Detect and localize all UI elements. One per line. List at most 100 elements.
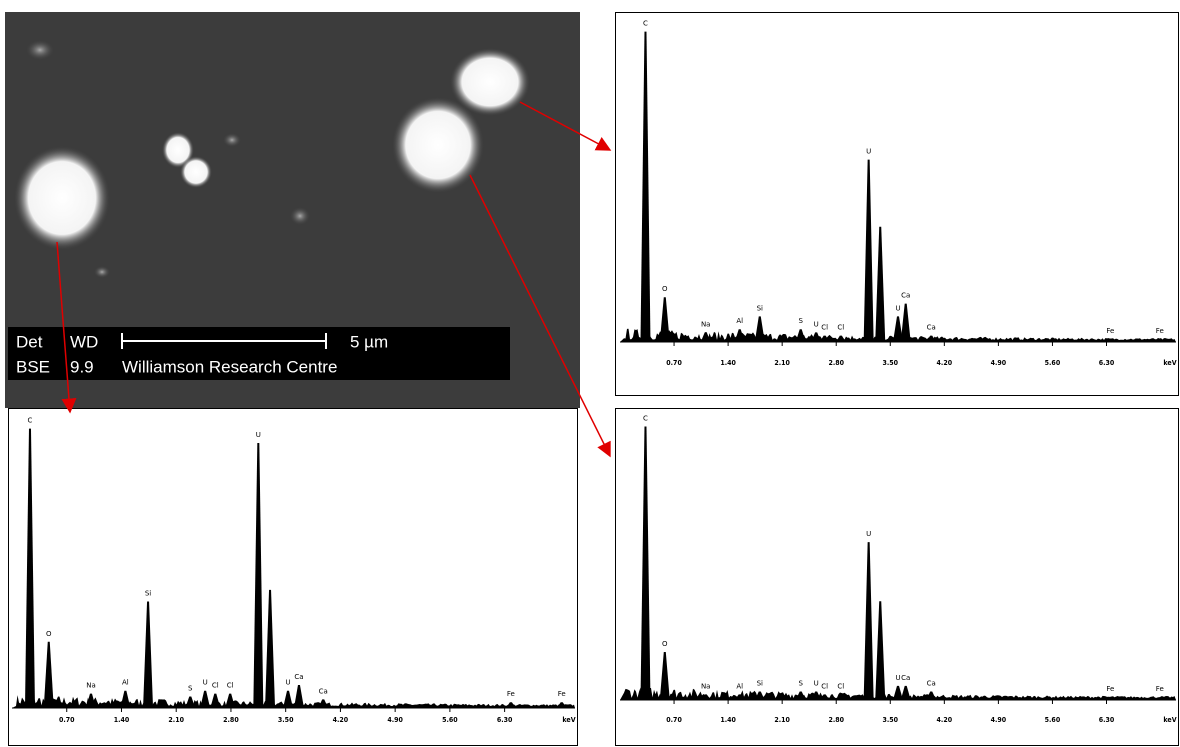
x-tick-label: 2.10: [774, 359, 790, 367]
peak-label: O: [662, 640, 668, 648]
peak-label: Al: [122, 679, 129, 687]
peak: [819, 335, 830, 342]
x-tick-label: 0.70: [666, 359, 682, 367]
peak-label: Cl: [837, 682, 844, 690]
x-tick-label: 0.70: [59, 716, 75, 724]
peak: [926, 335, 937, 342]
peak-label: Si: [757, 680, 763, 688]
peak: [505, 702, 516, 708]
peak: [811, 332, 822, 342]
peak: [283, 690, 294, 708]
peak: [811, 691, 822, 700]
peak-label: C: [643, 414, 648, 422]
peak: [875, 601, 886, 700]
sem-image: Det WD 5 µm BSE 9.9 Williamson Research …: [5, 12, 580, 408]
peak-label: S: [798, 680, 803, 688]
peak-label: Si: [757, 304, 763, 312]
peak-label: O: [662, 285, 668, 293]
sem-label: BSE: [16, 357, 50, 376]
peak-label: Ca: [927, 324, 936, 332]
sem-label: Det: [16, 332, 43, 351]
peak-label: C: [28, 417, 33, 425]
peak-label: Fe: [1156, 685, 1164, 693]
x-tick-label: 4.20: [333, 716, 349, 724]
peak: [754, 691, 765, 700]
x-tick-label: 4.20: [937, 359, 953, 367]
peak-label: Cl: [821, 324, 828, 332]
spectrum-panel: [8, 408, 578, 746]
peak-label: Cl: [837, 324, 844, 332]
peak-label: U: [866, 530, 871, 538]
peak-label: S: [188, 684, 193, 692]
peak-label: Cl: [212, 682, 219, 690]
peak-label: O: [46, 630, 52, 638]
x-tick-label: 2.10: [774, 716, 790, 724]
x-tick-label: 1.40: [114, 716, 130, 724]
peak-label: Fe: [1106, 685, 1114, 693]
peak-label: U: [285, 679, 290, 687]
peak: [819, 694, 830, 700]
peak: [926, 691, 937, 700]
peak-label: U: [814, 320, 819, 328]
peak: [640, 31, 651, 342]
peak-label: Na: [86, 682, 96, 690]
x-tick-label: 3.50: [278, 716, 294, 724]
x-tick-label: 6.30: [1099, 359, 1115, 367]
x-tick-label: 5.60: [1045, 359, 1061, 367]
peak: [265, 589, 276, 708]
peak-label: Ca: [901, 292, 910, 300]
peak: [143, 601, 154, 708]
credit: Williamson Research Centre: [122, 357, 337, 376]
peak: [900, 685, 911, 700]
peak-label: U: [256, 431, 261, 439]
peak: [734, 694, 745, 700]
peak: [85, 693, 96, 708]
x-tick-label: 4.90: [991, 359, 1007, 367]
peak-label: Fe: [1106, 327, 1114, 335]
peak: [318, 699, 329, 708]
peak: [640, 426, 651, 700]
peak: [835, 694, 846, 700]
peak-label: Al: [736, 317, 743, 325]
peak-label: U: [895, 304, 900, 312]
x-tick-label: 3.50: [883, 716, 899, 724]
peak: [1154, 697, 1165, 700]
peak: [185, 696, 196, 708]
peak: [1105, 338, 1116, 342]
peak-label: Ca: [294, 673, 303, 681]
x-tick-label: 2.80: [828, 359, 844, 367]
peak-label: Cl: [227, 682, 234, 690]
peak: [875, 226, 886, 342]
x-tick-label: 5.60: [442, 716, 458, 724]
peak-label: Na: [701, 320, 711, 328]
x-tick-label: 6.30: [1099, 716, 1115, 724]
peak: [659, 652, 670, 700]
peak-label: Si: [145, 589, 151, 597]
peak: [556, 702, 567, 708]
peak-label: U: [203, 679, 208, 687]
peak: [700, 694, 711, 700]
peak-label: U: [814, 680, 819, 688]
peak-label: Fe: [558, 690, 566, 698]
peak: [1105, 697, 1116, 700]
peak-label: C: [643, 20, 648, 28]
peak: [900, 303, 911, 342]
peak: [835, 335, 846, 342]
peak-label: Ca: [927, 680, 936, 688]
x-tick-label: 4.90: [991, 716, 1007, 724]
peak-label: U: [866, 148, 871, 156]
x-unit: keV: [562, 716, 575, 724]
scale-label: 5 µm: [350, 332, 388, 351]
x-unit: keV: [1163, 716, 1176, 724]
peak: [893, 685, 903, 700]
peak: [120, 690, 131, 708]
peak-label: S: [798, 317, 803, 325]
x-tick-label: 4.20: [937, 716, 953, 724]
peak: [754, 316, 765, 342]
peak: [200, 690, 211, 708]
peak: [225, 693, 236, 708]
sem-label: 9.9: [70, 357, 94, 376]
peak-label: Cl: [821, 682, 828, 690]
peak-label: Fe: [507, 690, 515, 698]
